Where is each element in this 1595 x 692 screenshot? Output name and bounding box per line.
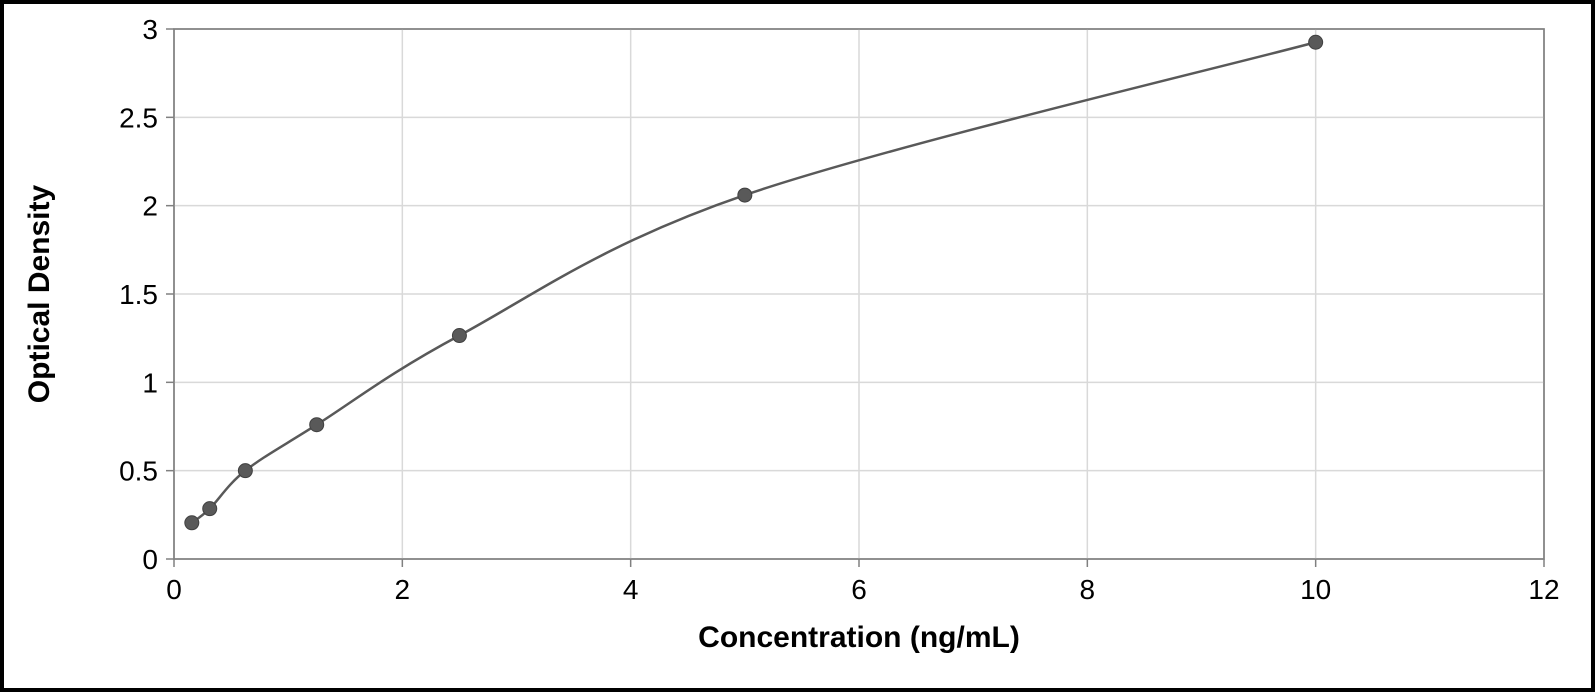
y-tick-label: 0	[142, 544, 158, 575]
chart-canvas: 0 2 4 6 8 10 12 0 0.5 1 1.5 2 2.5 3 Concentration (ng/…	[4, 4, 1591, 688]
x-tick-label: 6	[851, 574, 867, 605]
y-tick-label: 2.5	[119, 102, 158, 133]
data-marker	[238, 464, 252, 478]
y-axis-label: Optical Density	[23, 184, 56, 403]
data-marker	[310, 418, 324, 432]
data-marker	[1309, 35, 1323, 49]
y-tick-label: 1	[142, 367, 158, 398]
data-marker	[738, 188, 752, 202]
data-marker	[185, 516, 199, 530]
x-tick-label: 0	[166, 574, 182, 605]
x-tick-label: 10	[1300, 574, 1331, 605]
data-marker	[203, 502, 217, 516]
y-tick-label: 0.5	[119, 456, 158, 487]
y-tick-label: 2	[142, 191, 158, 222]
x-tick-label: 4	[623, 574, 639, 605]
y-tick-label: 3	[142, 14, 158, 45]
x-tick-label: 12	[1528, 574, 1559, 605]
x-tick-label: 8	[1080, 574, 1096, 605]
chart-frame: 0 2 4 6 8 10 12 0 0.5 1 1.5 2 2.5 3 Concentration (ng/…	[0, 0, 1595, 692]
y-tick-label: 1.5	[119, 279, 158, 310]
x-tick-label: 2	[395, 574, 411, 605]
x-axis-label: Concentration (ng/mL)	[698, 621, 1020, 654]
data-marker	[452, 329, 466, 343]
